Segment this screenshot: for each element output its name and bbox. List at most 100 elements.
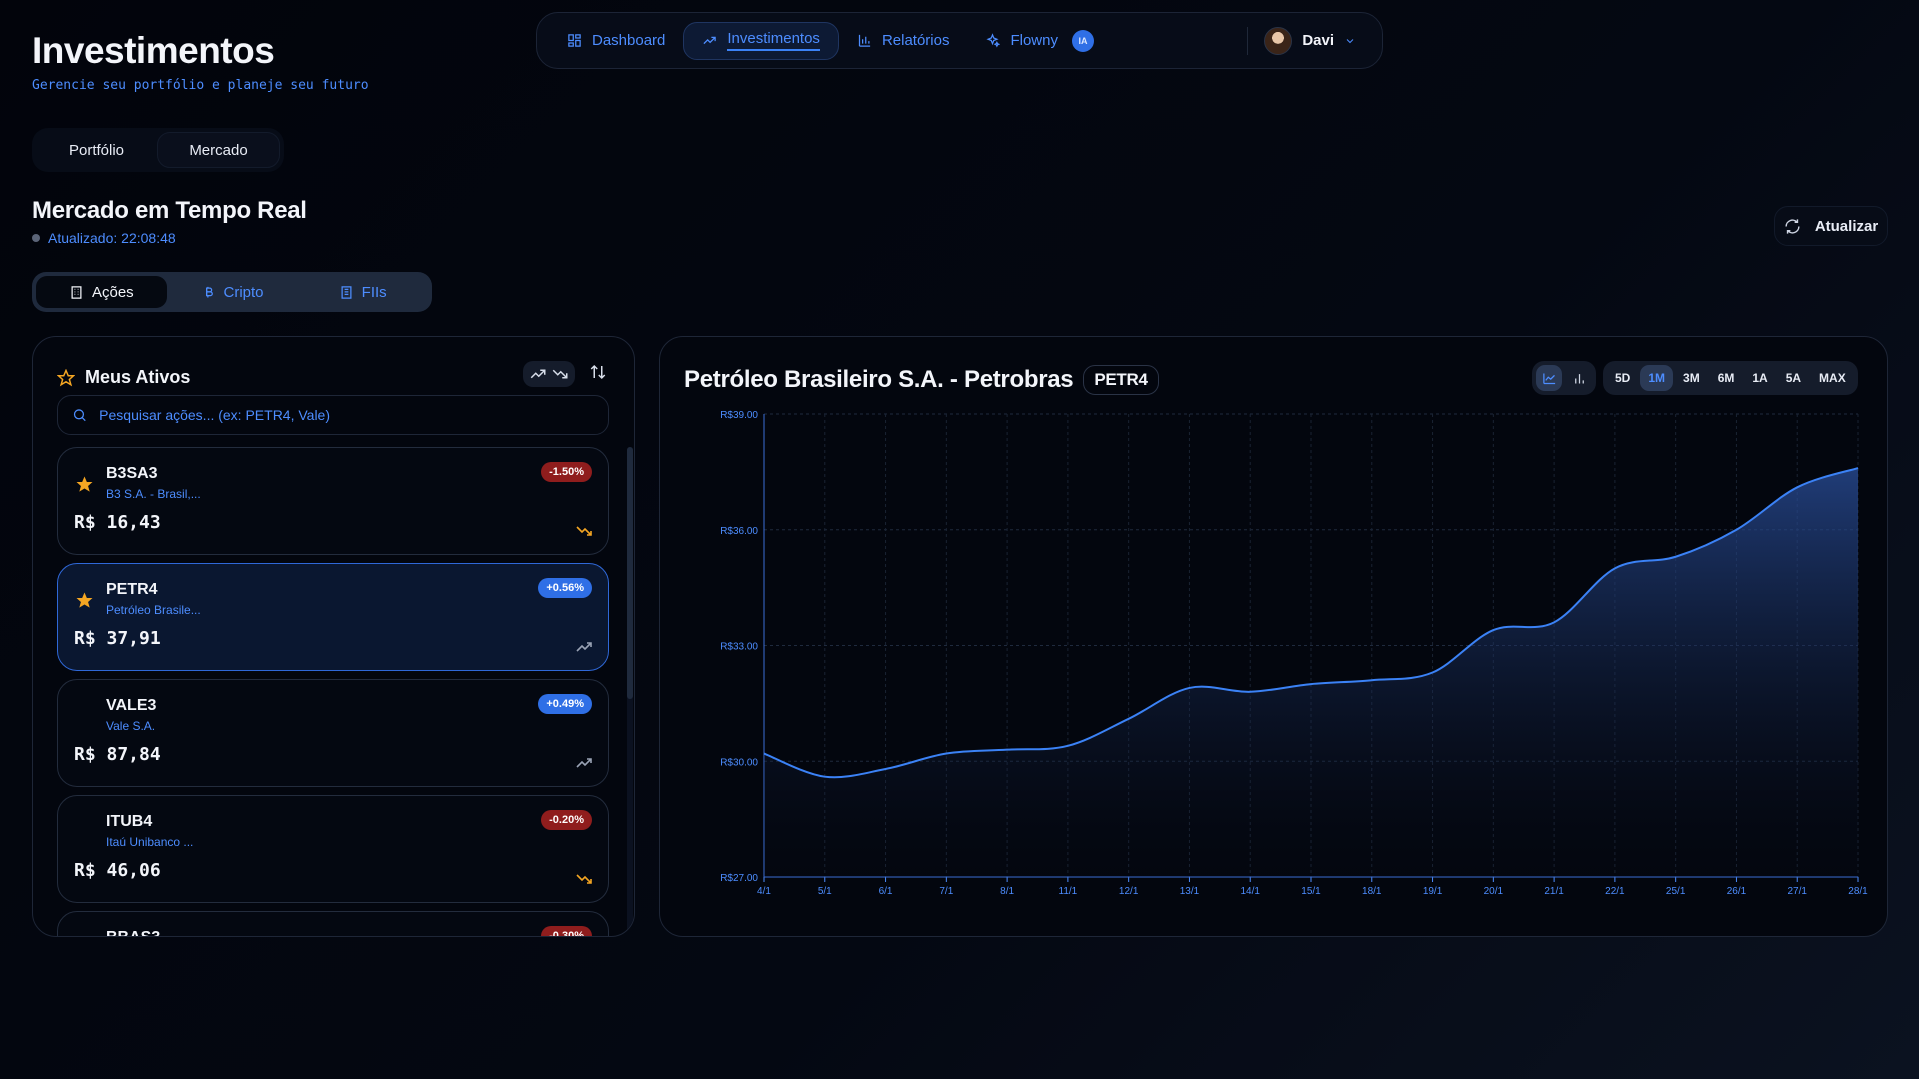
price-chart: R$27.00 R$30.00 R$33.00 R$36.00 R$39.00 4/1 5/… [720, 410, 1868, 897]
range-5a[interactable]: 5A [1785, 371, 1802, 385]
tab-fiis[interactable]: FIIs [297, 276, 428, 308]
page-title: Investimentos [32, 30, 275, 71]
tab-label: Ações [91, 283, 134, 301]
x-tick-label: 5/1 [818, 886, 832, 897]
asset-card-bbas3[interactable]: BBAS3 -0.30% [57, 911, 609, 936]
tab-label: Cripto [223, 283, 264, 301]
bar-chart-icon [858, 34, 871, 47]
sort-button[interactable] [589, 363, 607, 386]
y-tick-label: R$36.00 [720, 526, 758, 537]
search-input[interactable] [99, 407, 594, 423]
asset-ticker: VALE3 [106, 697, 157, 714]
area-fill [764, 468, 1858, 877]
tab-mercado[interactable]: Mercado [157, 132, 280, 168]
star-icon[interactable] [76, 476, 93, 493]
y-tick-label: R$33.00 [720, 642, 758, 653]
bitcoin-icon [205, 286, 213, 297]
building-icon [341, 285, 352, 299]
x-tick-label: 18/1 [1362, 886, 1382, 897]
sparkles-icon [986, 33, 1001, 48]
trending-up-icon [703, 36, 717, 45]
assets-panel: Meus Ativos B3SA3 B3 S.A. - Brasil,... R… [32, 336, 635, 937]
nav-label: Flowny [1010, 32, 1058, 49]
top-navigation: Dashboard Investimentos Relatórios Flown… [536, 12, 1383, 69]
trend-filter [523, 361, 575, 387]
asset-price: R$ 46,06 [74, 860, 161, 881]
x-tick-label: 13/1 [1180, 886, 1200, 897]
x-tick-label: 4/1 [757, 886, 771, 897]
x-tick-label: 11/1 [1059, 886, 1078, 897]
updated-text: Atualizado: 22:08:48 [48, 230, 176, 246]
range-5d[interactable]: 5D [1615, 371, 1631, 385]
nav-investimentos[interactable]: Investimentos [683, 21, 839, 60]
section-title: Mercado em Tempo Real [32, 197, 307, 224]
range-max[interactable]: MAX [1819, 371, 1846, 385]
line-chart-icon [1542, 373, 1555, 384]
company-name: Petróleo Brasileiro S.A. - Petrobras [684, 366, 1074, 393]
range-3m[interactable]: 3M [1683, 371, 1700, 385]
nav-label: Dashboard [592, 32, 666, 49]
change-badge: -1.50% [541, 462, 592, 482]
refresh-icon [1785, 218, 1800, 234]
list-scrollbar[interactable] [627, 447, 633, 936]
asset-card-vale3[interactable]: VALE3 Vale S.A. R$ 87,84 +0.49% [57, 679, 609, 787]
nav-dashboard[interactable]: Dashboard [549, 22, 683, 60]
range-6m[interactable]: 6M [1717, 371, 1735, 385]
asset-name: Vale S.A. [106, 719, 156, 733]
nav-flowny[interactable]: Flowny IA [967, 22, 1112, 60]
price-line [763, 467, 1859, 779]
range-1a[interactable]: 1A [1752, 371, 1768, 385]
asset-ticker: B3SA3 [106, 465, 158, 482]
trending-down-icon[interactable] [551, 365, 569, 383]
assets-list: B3SA3 B3 S.A. - Brasil,... R$ 16,43 -1.5… [57, 447, 609, 936]
grid-icon [568, 34, 581, 47]
assets-panel-title: Meus Ativos [57, 367, 190, 388]
x-tick-label: 28/1 [1848, 886, 1868, 897]
page-subtitle: Gerencie seu portfólio e planeje seu fut… [32, 78, 369, 93]
chart-panel: R$27.00 R$30.00 R$33.00 R$36.00 R$39.00 4/1 5/… [659, 336, 1888, 937]
x-tick-label: 19/1 [1423, 886, 1443, 897]
trending-up-icon [576, 758, 592, 768]
building-icon [71, 285, 82, 299]
asset-name: Petróleo Brasile... [106, 603, 201, 617]
status-dot [32, 234, 40, 242]
change-badge: -0.20% [541, 810, 592, 830]
line-chart-button[interactable] [1536, 365, 1562, 391]
x-tick-label: 7/1 [939, 886, 953, 897]
updated-status: Atualizado: 22:08:48 [32, 230, 176, 246]
asset-ticker: BBAS3 [106, 929, 160, 936]
nav-label: Investimentos [727, 30, 820, 51]
user-name: Davi [1302, 32, 1334, 49]
x-tick-label: 6/1 [879, 886, 893, 897]
trending-down-icon [576, 526, 592, 536]
y-tick-label: R$27.00 [720, 873, 758, 884]
range-1m[interactable]: 1M [1640, 365, 1674, 391]
view-tabs: Portfólio Mercado [32, 128, 284, 172]
asset-price: R$ 16,43 [74, 512, 161, 533]
asset-name: B3 S.A. - Brasil,... [106, 487, 201, 501]
user-menu[interactable]: Davi [1264, 26, 1370, 55]
tab-label: FIIs [361, 283, 387, 301]
change-badge: +0.49% [538, 694, 592, 714]
asset-card-itub4[interactable]: ITUB4 Itaú Unibanco ... R$ 46,06 -0.20% [57, 795, 609, 903]
change-badge: -0.30% [541, 926, 592, 936]
asset-card-petr4[interactable]: PETR4 Petróleo Brasile... R$ 37,91 +0.56… [57, 563, 609, 671]
refresh-button[interactable]: Atualizar [1774, 206, 1888, 246]
asset-card-b3sa3[interactable]: B3SA3 B3 S.A. - Brasil,... R$ 16,43 -1.5… [57, 447, 609, 555]
list-tools [523, 361, 607, 387]
chevron-down-icon [1346, 38, 1354, 43]
star-icon[interactable] [76, 592, 93, 609]
y-tick-label: R$39.00 [720, 410, 758, 421]
scrollbar-thumb[interactable] [627, 447, 633, 699]
trending-up-icon[interactable] [529, 365, 547, 383]
tab-acoes[interactable]: Ações [36, 276, 167, 308]
x-tick-label: 22/1 [1605, 886, 1625, 897]
bar-chart-button[interactable] [1566, 365, 1592, 391]
tab-cripto[interactable]: Cripto [167, 276, 298, 308]
tab-portfolio[interactable]: Portfólio [68, 141, 125, 159]
refresh-label: Atualizar [1814, 217, 1879, 235]
x-tick-label: 25/1 [1666, 886, 1686, 897]
asset-name: Itaú Unibanco ... [106, 835, 194, 849]
x-tick-label: 12/1 [1119, 886, 1139, 897]
nav-relatorios[interactable]: Relatórios [839, 22, 968, 60]
